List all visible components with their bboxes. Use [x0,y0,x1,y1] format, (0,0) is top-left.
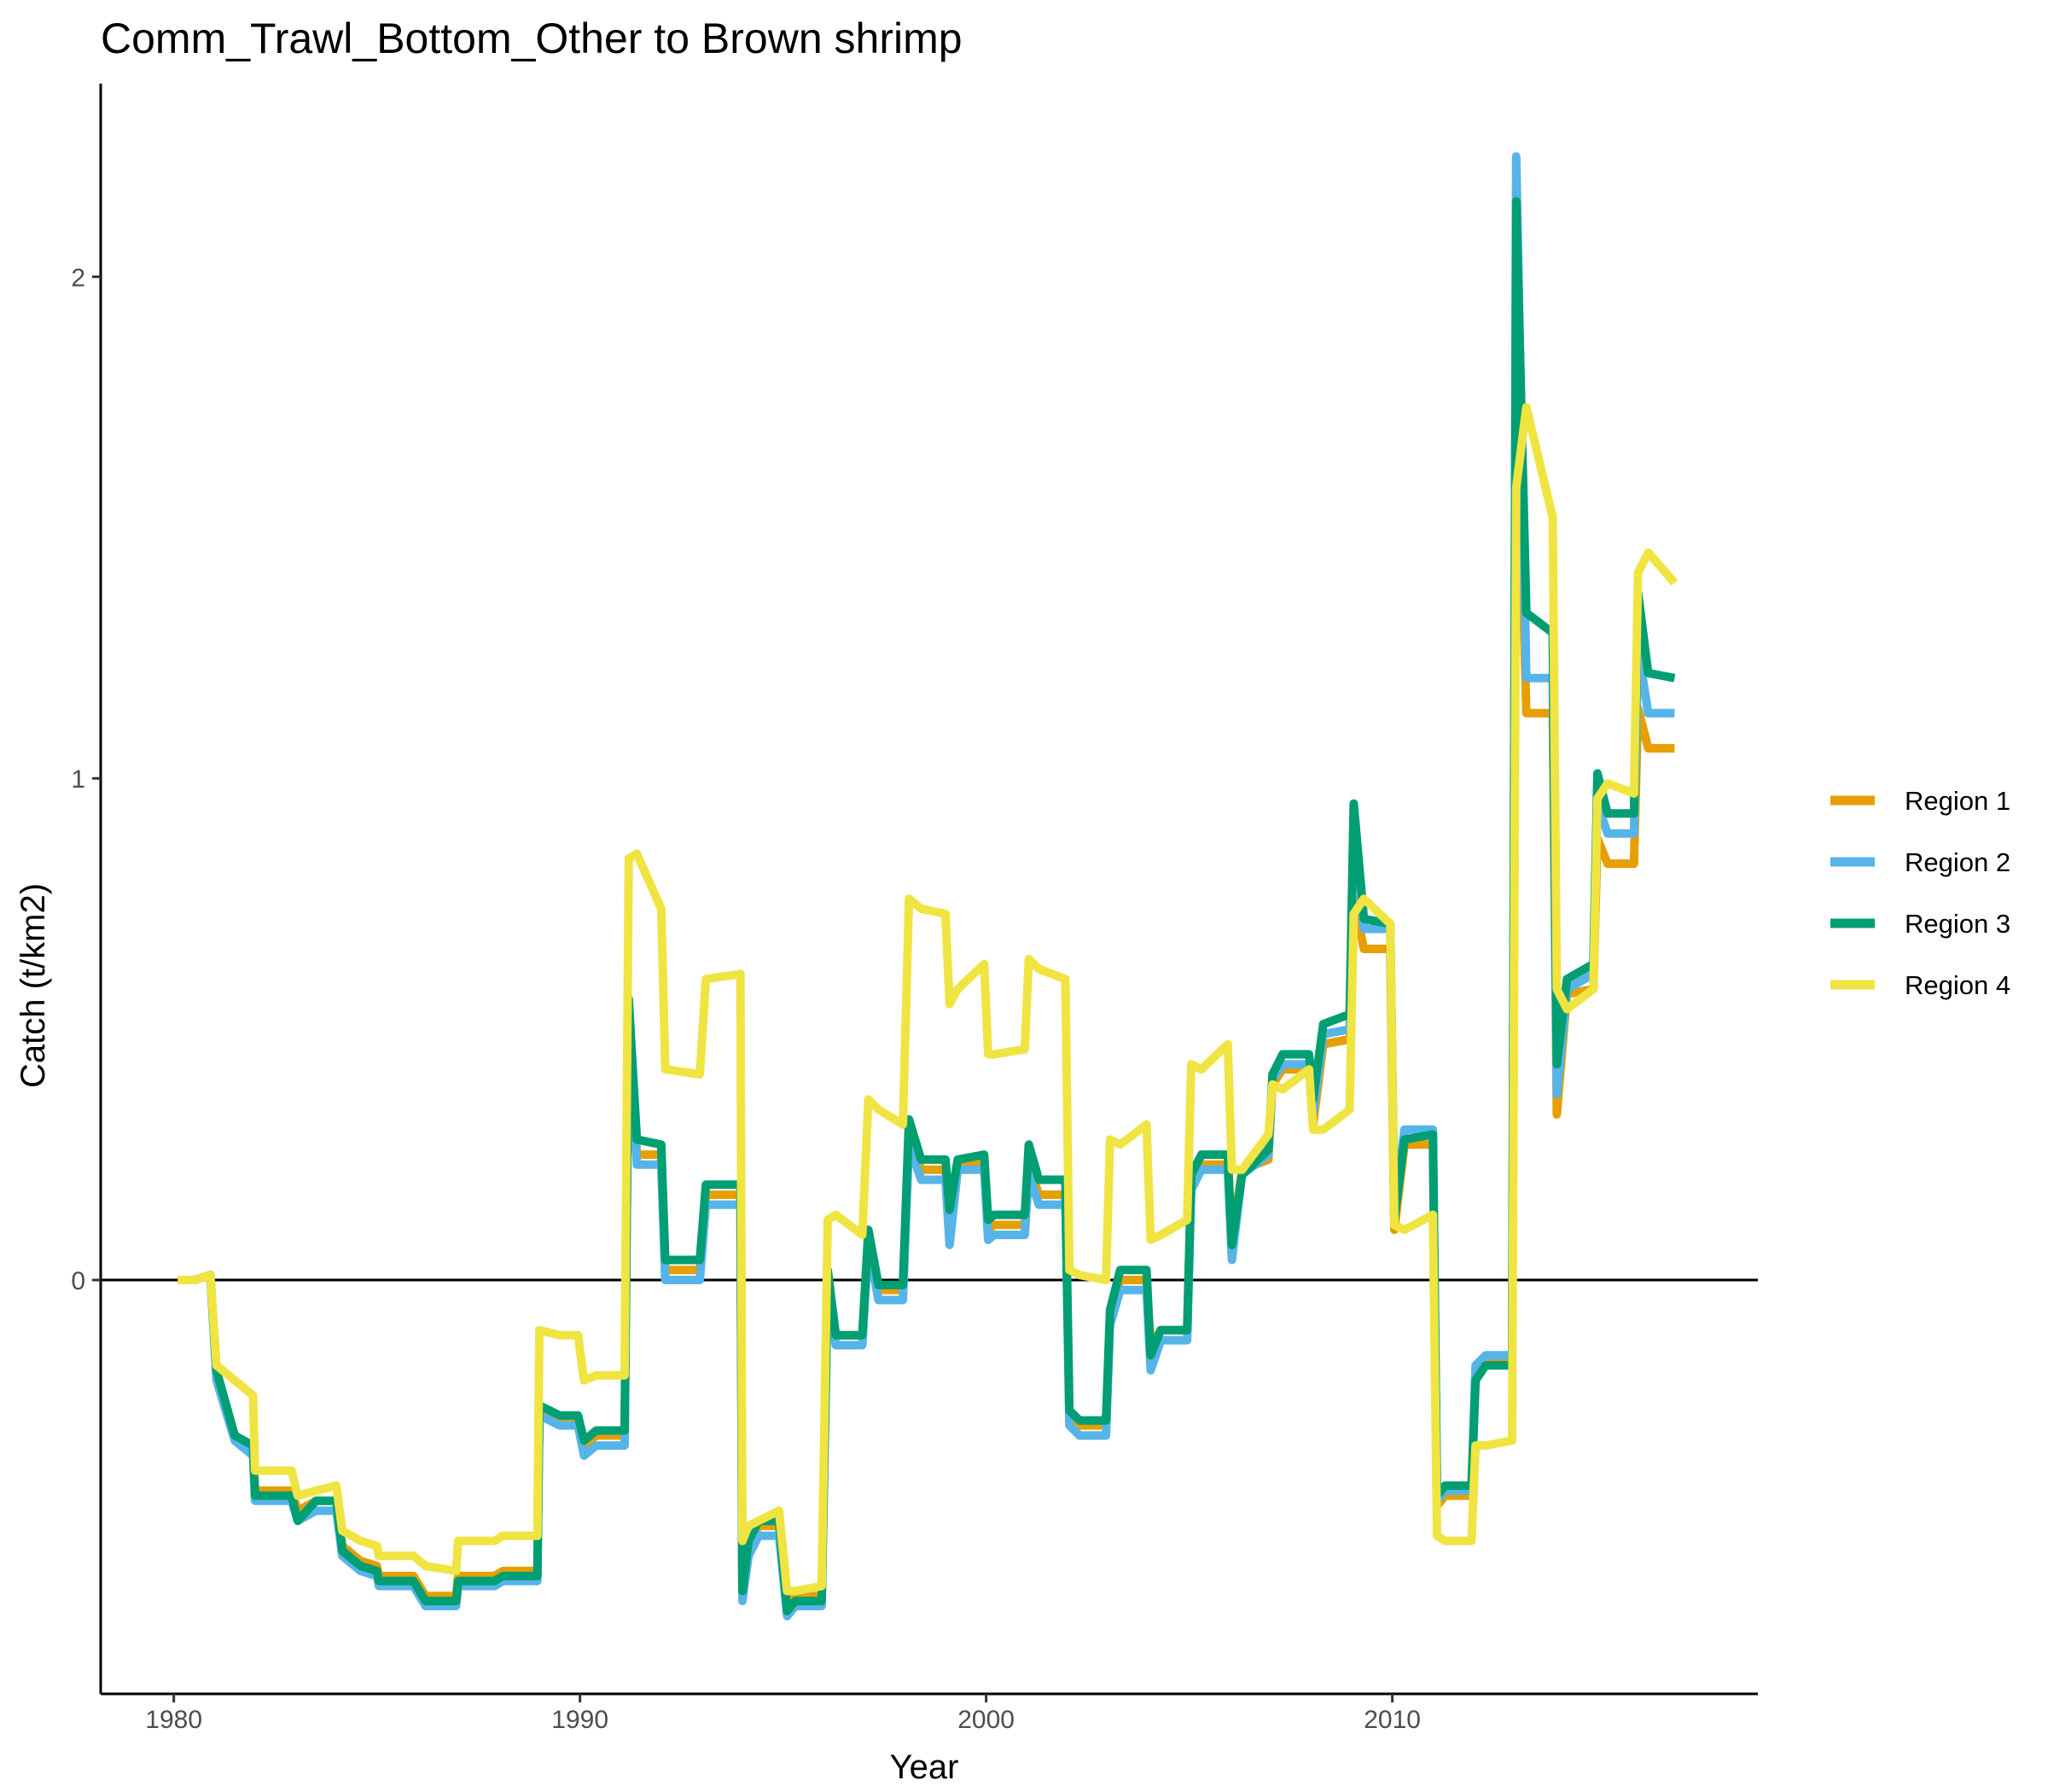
series-line-region-4 [177,403,1679,1596]
y-axis-ticks: 0 1 2 [71,264,101,1295]
legend-label: Region 1 [1905,786,2010,816]
legend-label: Region 2 [1905,847,2010,877]
chart-title: Comm_Trawl_Bottom_Other to Brown shrimp [101,15,963,62]
plot-area: 1980 1990 2000 2010 0 1 2 [71,84,1758,1734]
legend-item-region-2: Region 2 [1830,847,2010,877]
x-tick-label: 1990 [551,1706,608,1734]
x-tick-label: 2000 [957,1706,1015,1734]
series-group [177,152,1679,1620]
legend-label: Region 3 [1905,909,2010,939]
x-tick-label: 2010 [1364,1706,1421,1734]
y-tick-label: 1 [71,765,85,794]
legend-item-region-1: Region 1 [1830,786,2010,816]
legend-label: Region 4 [1905,970,2010,1000]
x-tick-label: 1980 [145,1706,202,1734]
x-axis-title: Year [890,1748,959,1786]
y-tick-label: 2 [71,264,85,292]
legend: Region 1 Region 2 Region 3 Region 4 [1830,786,2010,1000]
legend-item-region-4: Region 4 [1830,970,2010,1000]
x-axis-ticks: 1980 1990 2000 2010 [145,1694,1421,1734]
y-axis-title: Catch (t/km2) [15,883,52,1088]
y-tick-label: 0 [71,1267,85,1295]
legend-item-region-3: Region 3 [1830,909,2010,939]
